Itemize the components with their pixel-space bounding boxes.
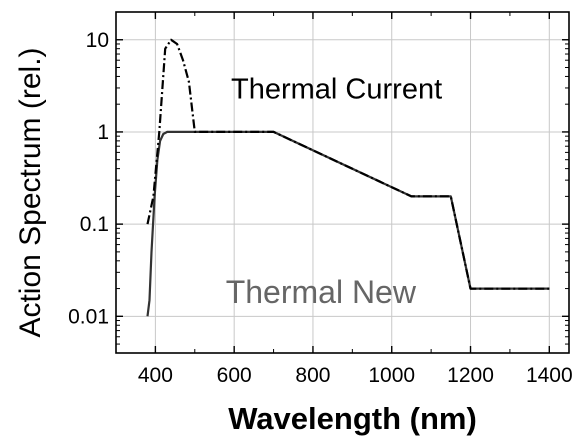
y-axis-title: Action Spectrum (rel.)	[14, 47, 47, 337]
x-axis-title: Wavelength (nm)	[228, 401, 477, 436]
series-line-thermal-new	[146, 130, 550, 317]
axis-ticks	[115, 11, 569, 354]
y-tick-label: 0.01	[68, 305, 109, 328]
y-tick-label: 1	[97, 121, 109, 144]
grid	[116, 12, 569, 353]
annotation-thermal-new: Thermal New	[226, 274, 417, 310]
x-tick-label: 1400	[526, 364, 572, 387]
y-tick-label: 10	[86, 29, 109, 52]
x-tick-label: 800	[295, 364, 330, 387]
y-tick-label: 0.1	[80, 213, 109, 236]
series-layer	[146, 38, 550, 317]
tick-labels: 400 600 800 1000 1200 1400 0.01 0.1 1 10	[68, 29, 572, 387]
x-tick-label: 600	[217, 364, 252, 387]
x-tick-label: 1200	[447, 364, 494, 387]
annotation-thermal-current: Thermal Current	[231, 74, 442, 106]
plot-frame	[115, 11, 570, 354]
x-tick-label: 1000	[368, 364, 415, 387]
x-tick-label: 400	[138, 364, 173, 387]
series-line-thermal-current	[146, 38, 550, 290]
